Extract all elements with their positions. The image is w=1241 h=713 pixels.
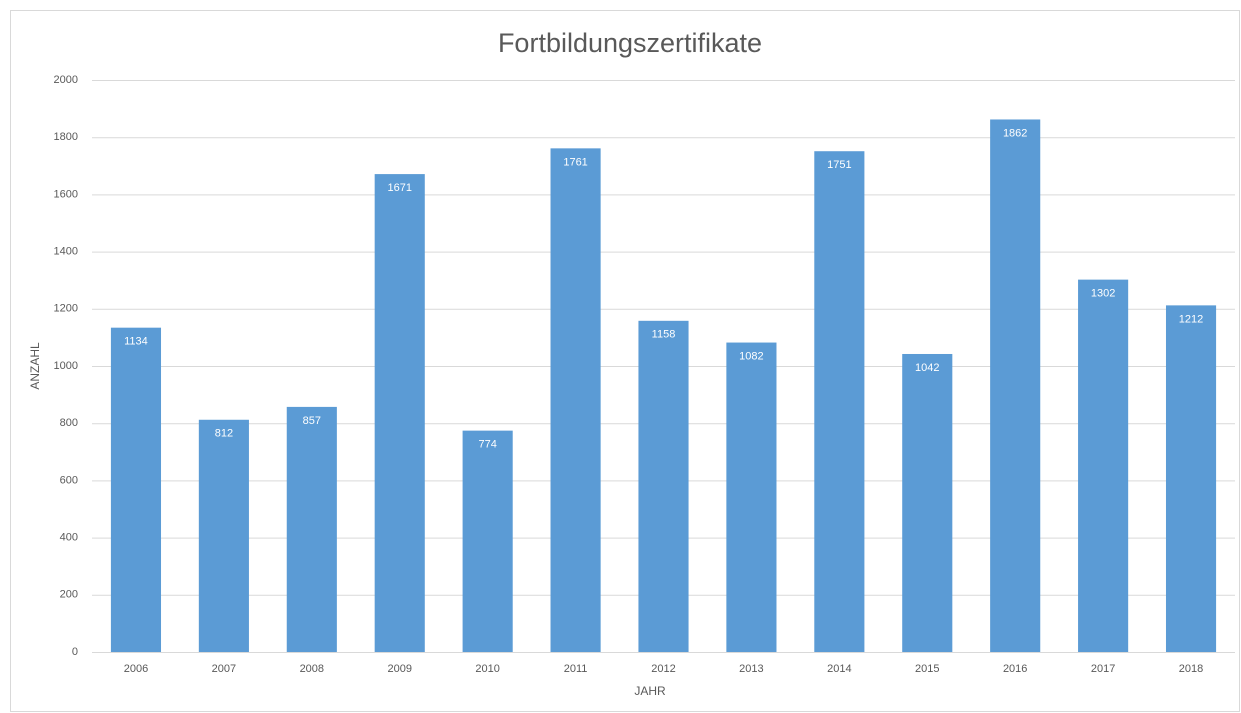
bar xyxy=(198,419,249,652)
y-tick-label: 800 xyxy=(60,417,78,429)
data-label: 1212 xyxy=(1179,313,1203,325)
y-tick-label: 2000 xyxy=(54,74,78,86)
bar xyxy=(1078,279,1129,652)
data-label: 1134 xyxy=(124,336,148,348)
chart-border xyxy=(10,10,1240,712)
bar xyxy=(638,320,689,652)
y-tick-label: 0 xyxy=(72,646,78,658)
x-tick-label: 2018 xyxy=(1179,663,1203,675)
x-tick-label: 2011 xyxy=(564,663,588,675)
data-label: 1671 xyxy=(387,182,411,194)
x-tick-label: 2009 xyxy=(387,663,411,675)
data-label: 1761 xyxy=(563,156,587,168)
x-tick-label: 2006 xyxy=(124,663,148,675)
x-tick-label: 2013 xyxy=(739,663,763,675)
y-tick-label: 1800 xyxy=(54,131,78,143)
bar xyxy=(726,342,777,652)
bar xyxy=(902,353,953,652)
x-tick-label: 2007 xyxy=(212,663,236,675)
x-axis-label: JAHR xyxy=(634,684,666,698)
bar xyxy=(814,151,865,653)
bar xyxy=(286,406,337,652)
bar xyxy=(462,430,513,652)
x-tick-label: 2015 xyxy=(915,663,939,675)
y-tick-label: 200 xyxy=(60,589,78,601)
data-label: 1158 xyxy=(652,329,676,341)
x-tick-label: 2012 xyxy=(651,663,675,675)
x-tick-label: 2008 xyxy=(300,663,324,675)
y-tick-label: 600 xyxy=(60,474,78,486)
x-tick-label: 2016 xyxy=(1003,663,1027,675)
bar xyxy=(1165,305,1217,652)
data-label: 857 xyxy=(303,415,321,427)
y-tick-label: 1200 xyxy=(54,303,78,315)
y-tick-label: 1000 xyxy=(54,360,78,372)
bar xyxy=(550,148,601,652)
chart-title: Fortbildungszertifikate xyxy=(498,28,762,58)
x-tick-label: 2014 xyxy=(827,663,851,675)
bar xyxy=(374,174,425,652)
data-label: 1862 xyxy=(1003,127,1027,139)
y-tick-label: 1400 xyxy=(54,246,78,258)
x-tick-label: 2017 xyxy=(1091,663,1115,675)
bar xyxy=(110,327,162,652)
data-label: 1082 xyxy=(739,350,763,362)
data-label: 1042 xyxy=(915,362,939,374)
data-label: 812 xyxy=(215,428,233,440)
data-label: 1751 xyxy=(827,159,851,171)
y-tick-label: 400 xyxy=(60,532,78,544)
data-label: 1302 xyxy=(1091,288,1115,300)
x-tick-label: 2010 xyxy=(475,663,499,675)
bar xyxy=(990,119,1041,652)
data-label: 774 xyxy=(478,439,496,451)
y-tick-label: 1600 xyxy=(54,188,78,200)
y-axis-label: ANZAHL xyxy=(28,342,42,390)
